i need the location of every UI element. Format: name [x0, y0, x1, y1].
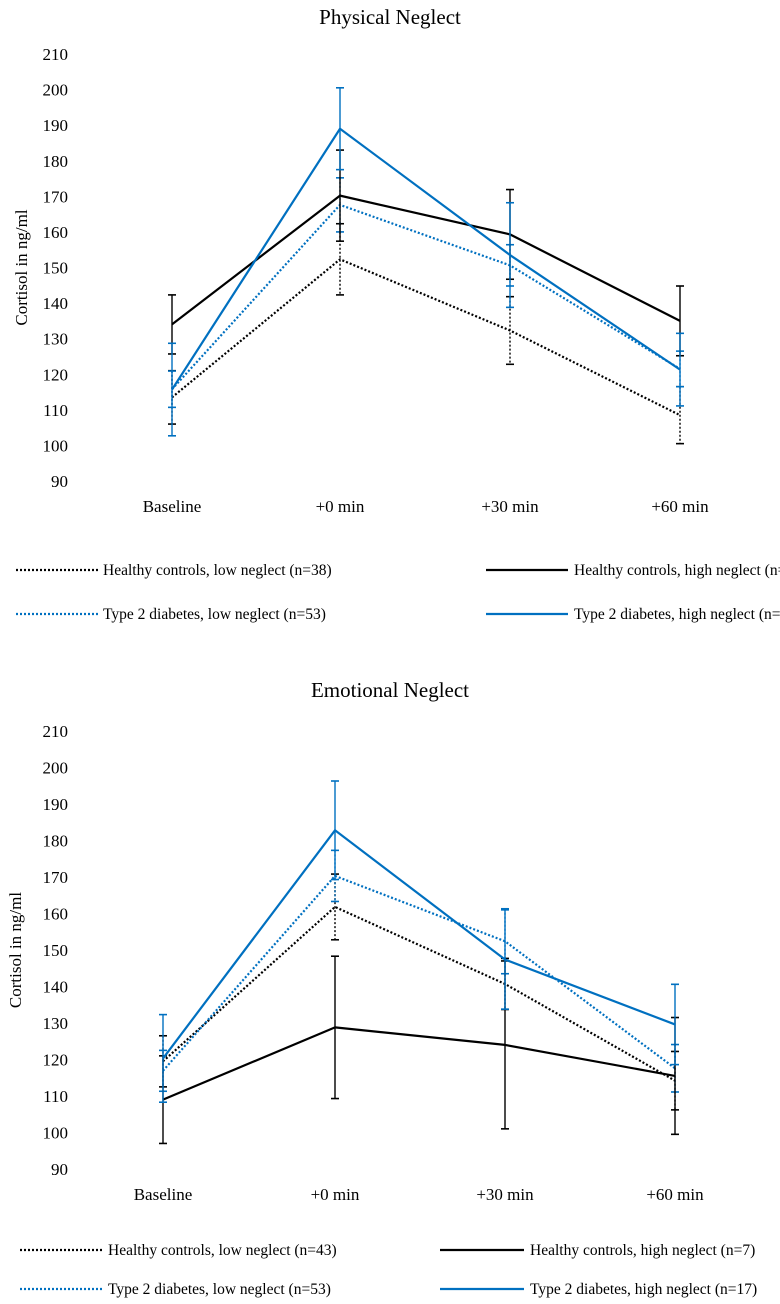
- chart-title: Physical Neglect: [319, 5, 461, 29]
- legend-label: Healthy controls, low neglect (n=38): [103, 562, 332, 579]
- series-4: [159, 780, 679, 1104]
- y-axis-label: Cortisol in ng/ml: [12, 209, 31, 325]
- y-tick-label: 110: [43, 1087, 68, 1106]
- y-tick-label: 100: [43, 436, 69, 455]
- legend-item: Type 2 diabetes, high neglect (n=17): [486, 606, 780, 623]
- legend-item: Healthy controls, high neglect (n=7): [440, 1242, 755, 1259]
- y-tick-label: 110: [43, 401, 68, 420]
- y-tick-label: 160: [43, 905, 69, 924]
- legend: Healthy controls, low neglect (n=38) Heal…: [16, 562, 780, 623]
- y-tick-label: 100: [43, 1124, 69, 1143]
- x-tick-label: +0 min: [316, 497, 365, 516]
- series-line: [162, 905, 676, 1082]
- legend: Healthy controls, low neglect (n=43) Heal…: [20, 1242, 757, 1298]
- y-tick-label: 180: [43, 832, 69, 851]
- x-tick-label: +60 min: [646, 1185, 704, 1204]
- y-tick-label: 130: [43, 330, 69, 349]
- legend-item: Type 2 diabetes, high neglect (n=17): [440, 1281, 757, 1298]
- y-tick-label: 170: [43, 868, 69, 887]
- y-tick-label: 160: [43, 223, 69, 242]
- y-tick-label: 200: [43, 81, 69, 100]
- legend-label: Type 2 diabetes, high neglect (n=17): [574, 606, 780, 623]
- legend-label: Type 2 diabetes, low neglect (n=53): [103, 606, 326, 623]
- series-line: [171, 258, 681, 417]
- chart-panel-2: Emotional Neglect Cortisol in ng/ml 90 100 1…: [6, 678, 757, 1298]
- series-2: [168, 149, 684, 357]
- legend-label: Type 2 diabetes, low neglect (n=53): [108, 1281, 331, 1298]
- x-tick-label: +30 min: [481, 497, 539, 516]
- series-2: [159, 955, 679, 1145]
- x-tick-label: +30 min: [476, 1185, 534, 1204]
- series-line: [171, 203, 681, 390]
- chart-panel-1: Physical Neglect Cortisol in ng/ml 90 100 11…: [12, 5, 780, 623]
- y-tick-label: 120: [43, 365, 69, 384]
- y-tick-label: 210: [43, 45, 69, 64]
- legend-label: Healthy controls, high neglect (n=7): [530, 1242, 755, 1259]
- series-4: [168, 87, 684, 437]
- series-1: [159, 873, 679, 1111]
- y-tick-label: 130: [43, 1014, 69, 1033]
- x-tick-label: Baseline: [143, 497, 202, 516]
- legend-item: Healthy controls, low neglect (n=43): [20, 1242, 337, 1259]
- legend-label: Type 2 diabetes, high neglect (n=17): [530, 1281, 757, 1298]
- legend-item: Healthy controls, high neglect (n=12): [486, 562, 780, 579]
- series-3: [159, 849, 679, 1093]
- series-3: [168, 177, 684, 409]
- y-tick-label: 90: [51, 472, 68, 491]
- chart-title: Emotional Neglect: [311, 678, 469, 702]
- y-tick-label: 90: [51, 1160, 68, 1179]
- x-tick-label: +0 min: [311, 1185, 360, 1204]
- series-line: [171, 127, 681, 391]
- legend-item: Type 2 diabetes, low neglect (n=53): [20, 1281, 331, 1298]
- y-tick-label: 120: [43, 1051, 69, 1070]
- legend-item: Healthy controls, low neglect (n=38): [16, 562, 332, 579]
- series-line: [162, 1026, 676, 1101]
- y-tick-label: 190: [43, 116, 69, 135]
- x-tick-label: +60 min: [651, 497, 709, 516]
- series-1: [168, 222, 684, 445]
- y-tick-label: 150: [43, 941, 69, 960]
- y-tick-label: 170: [43, 187, 69, 206]
- y-tick-label: 210: [43, 722, 69, 741]
- y-tick-label: 200: [43, 759, 69, 778]
- series-line: [162, 829, 676, 1060]
- y-axis-label: Cortisol in ng/ml: [6, 892, 25, 1008]
- y-tick-label: 180: [43, 152, 69, 171]
- y-tick-label: 150: [43, 259, 69, 278]
- x-tick-label: Baseline: [134, 1185, 193, 1204]
- legend-label: Healthy controls, high neglect (n=12): [574, 562, 780, 579]
- legend-label: Healthy controls, low neglect (n=43): [108, 1242, 337, 1259]
- y-tick-label: 140: [43, 294, 69, 313]
- y-tick-label: 140: [43, 978, 69, 997]
- legend-item: Type 2 diabetes, low neglect (n=53): [16, 606, 326, 623]
- y-tick-label: 190: [43, 795, 69, 814]
- series-line: [162, 874, 676, 1072]
